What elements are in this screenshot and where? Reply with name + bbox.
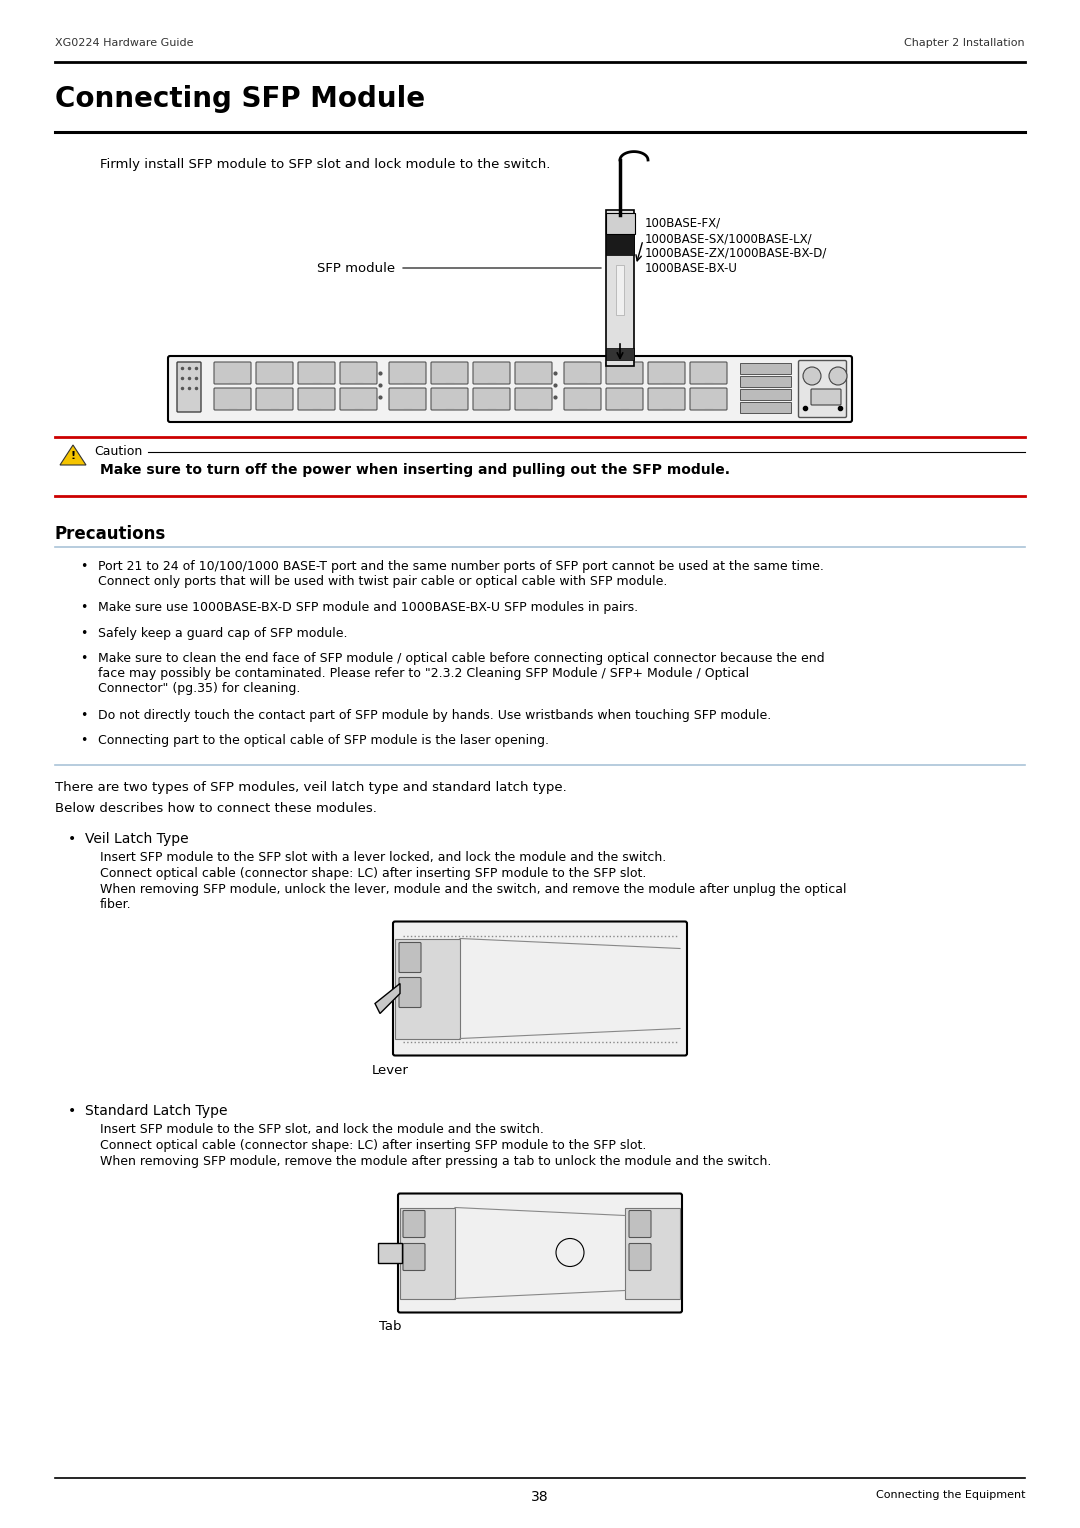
FancyBboxPatch shape bbox=[168, 356, 852, 422]
Text: !: ! bbox=[70, 451, 76, 461]
Text: •: • bbox=[80, 626, 87, 640]
Text: Connecting SFP Module: Connecting SFP Module bbox=[55, 86, 426, 113]
Text: Safely keep a guard cap of SFP module.: Safely keep a guard cap of SFP module. bbox=[98, 626, 348, 640]
FancyBboxPatch shape bbox=[389, 362, 426, 384]
Text: 38: 38 bbox=[531, 1490, 549, 1504]
Text: Make sure to turn off the power when inserting and pulling out the SFP module.: Make sure to turn off the power when ins… bbox=[100, 463, 730, 477]
Text: Below describes how to connect these modules.: Below describes how to connect these mod… bbox=[55, 802, 377, 814]
FancyBboxPatch shape bbox=[648, 362, 685, 384]
Text: Connecting part to the optical cable of SFP module is the laser opening.: Connecting part to the optical cable of … bbox=[98, 733, 549, 747]
Polygon shape bbox=[60, 445, 86, 465]
Text: Chapter 2 Installation: Chapter 2 Installation bbox=[904, 38, 1025, 47]
FancyBboxPatch shape bbox=[690, 362, 727, 384]
FancyBboxPatch shape bbox=[214, 388, 251, 410]
FancyBboxPatch shape bbox=[648, 388, 685, 410]
FancyBboxPatch shape bbox=[340, 362, 377, 384]
FancyBboxPatch shape bbox=[256, 388, 293, 410]
Text: •: • bbox=[68, 1103, 77, 1117]
Text: •: • bbox=[80, 733, 87, 747]
Text: Insert SFP module to the SFP slot, and lock the module and the switch.: Insert SFP module to the SFP slot, and l… bbox=[100, 1123, 544, 1137]
FancyBboxPatch shape bbox=[564, 388, 600, 410]
FancyBboxPatch shape bbox=[564, 362, 600, 384]
FancyBboxPatch shape bbox=[606, 362, 643, 384]
Bar bbox=[606, 348, 634, 361]
Text: Make sure to clean the end face of SFP module / optical cable before connecting : Make sure to clean the end face of SFP m… bbox=[98, 652, 825, 695]
Text: Veil Latch Type: Veil Latch Type bbox=[85, 831, 189, 845]
FancyBboxPatch shape bbox=[515, 388, 552, 410]
Text: Connecting the Equipment: Connecting the Equipment bbox=[876, 1490, 1025, 1500]
FancyBboxPatch shape bbox=[400, 1207, 455, 1299]
FancyBboxPatch shape bbox=[403, 1244, 426, 1270]
Text: Connect optical cable (connector shape: LC) after inserting SFP module to the SF: Connect optical cable (connector shape: … bbox=[100, 1140, 646, 1152]
FancyBboxPatch shape bbox=[399, 1193, 681, 1313]
Text: When removing SFP module, unlock the lever, module and the switch, and remove th: When removing SFP module, unlock the lev… bbox=[100, 883, 847, 912]
FancyBboxPatch shape bbox=[629, 1210, 651, 1238]
FancyBboxPatch shape bbox=[431, 362, 468, 384]
FancyBboxPatch shape bbox=[740, 376, 791, 387]
FancyBboxPatch shape bbox=[811, 390, 841, 405]
Text: Make sure use 1000BASE-BX-D SFP module and 1000BASE-BX-U SFP modules in pairs.: Make sure use 1000BASE-BX-D SFP module a… bbox=[98, 601, 638, 614]
Text: When removing SFP module, remove the module after pressing a tab to unlock the m: When removing SFP module, remove the mod… bbox=[100, 1155, 771, 1169]
Bar bbox=[616, 264, 624, 315]
Text: •: • bbox=[80, 559, 87, 573]
Text: Lever: Lever bbox=[372, 1063, 408, 1077]
Text: Precautions: Precautions bbox=[55, 526, 166, 542]
FancyBboxPatch shape bbox=[399, 943, 421, 972]
FancyBboxPatch shape bbox=[740, 402, 791, 413]
FancyBboxPatch shape bbox=[393, 921, 687, 1056]
Text: Tab: Tab bbox=[379, 1320, 402, 1334]
Text: XG0224 Hardware Guide: XG0224 Hardware Guide bbox=[55, 38, 193, 47]
Text: Port 21 to 24 of 10/100/1000 BASE-T port and the same number ports of SFP port c: Port 21 to 24 of 10/100/1000 BASE-T port… bbox=[98, 559, 824, 588]
Text: •: • bbox=[68, 831, 77, 845]
Text: •: • bbox=[80, 709, 87, 721]
FancyBboxPatch shape bbox=[403, 1210, 426, 1238]
FancyBboxPatch shape bbox=[214, 362, 251, 384]
FancyBboxPatch shape bbox=[298, 362, 335, 384]
FancyBboxPatch shape bbox=[399, 978, 421, 1007]
FancyBboxPatch shape bbox=[473, 362, 510, 384]
FancyBboxPatch shape bbox=[395, 938, 460, 1039]
FancyBboxPatch shape bbox=[606, 212, 635, 234]
FancyBboxPatch shape bbox=[298, 388, 335, 410]
FancyBboxPatch shape bbox=[798, 361, 847, 417]
FancyBboxPatch shape bbox=[177, 362, 201, 413]
Text: Connect optical cable (connector shape: LC) after inserting SFP module to the SF: Connect optical cable (connector shape: … bbox=[100, 868, 646, 880]
FancyBboxPatch shape bbox=[625, 1207, 680, 1299]
Text: Standard Latch Type: Standard Latch Type bbox=[85, 1103, 228, 1117]
Text: 100BASE-FX/
1000BASE-SX/1000BASE-LX/
1000BASE-ZX/1000BASE-BX-D/
1000BASE-BX-U: 100BASE-FX/ 1000BASE-SX/1000BASE-LX/ 100… bbox=[645, 217, 827, 275]
Circle shape bbox=[829, 367, 847, 385]
FancyBboxPatch shape bbox=[740, 362, 791, 373]
Polygon shape bbox=[375, 984, 400, 1013]
Bar bbox=[606, 231, 634, 255]
Text: Insert SFP module to the SFP slot with a lever locked, and lock the module and t: Insert SFP module to the SFP slot with a… bbox=[100, 851, 666, 865]
FancyBboxPatch shape bbox=[740, 388, 791, 399]
FancyBboxPatch shape bbox=[431, 388, 468, 410]
Text: •: • bbox=[80, 601, 87, 614]
Text: Firmly install SFP module to SFP slot and lock module to the switch.: Firmly install SFP module to SFP slot an… bbox=[100, 157, 551, 171]
FancyBboxPatch shape bbox=[256, 362, 293, 384]
FancyBboxPatch shape bbox=[340, 388, 377, 410]
Circle shape bbox=[556, 1239, 584, 1267]
Text: There are two types of SFP modules, veil latch type and standard latch type.: There are two types of SFP modules, veil… bbox=[55, 781, 567, 795]
Bar bbox=[606, 209, 634, 367]
FancyBboxPatch shape bbox=[629, 1244, 651, 1270]
FancyBboxPatch shape bbox=[389, 388, 426, 410]
Text: Caution: Caution bbox=[94, 445, 143, 458]
FancyBboxPatch shape bbox=[690, 388, 727, 410]
FancyBboxPatch shape bbox=[515, 362, 552, 384]
Text: Do not directly touch the contact part of SFP module by hands. Use wristbands wh: Do not directly touch the contact part o… bbox=[98, 709, 771, 721]
FancyBboxPatch shape bbox=[606, 388, 643, 410]
Circle shape bbox=[804, 367, 821, 385]
Polygon shape bbox=[378, 1242, 402, 1262]
FancyBboxPatch shape bbox=[473, 388, 510, 410]
Text: •: • bbox=[80, 652, 87, 665]
Text: SFP module: SFP module bbox=[316, 261, 395, 275]
